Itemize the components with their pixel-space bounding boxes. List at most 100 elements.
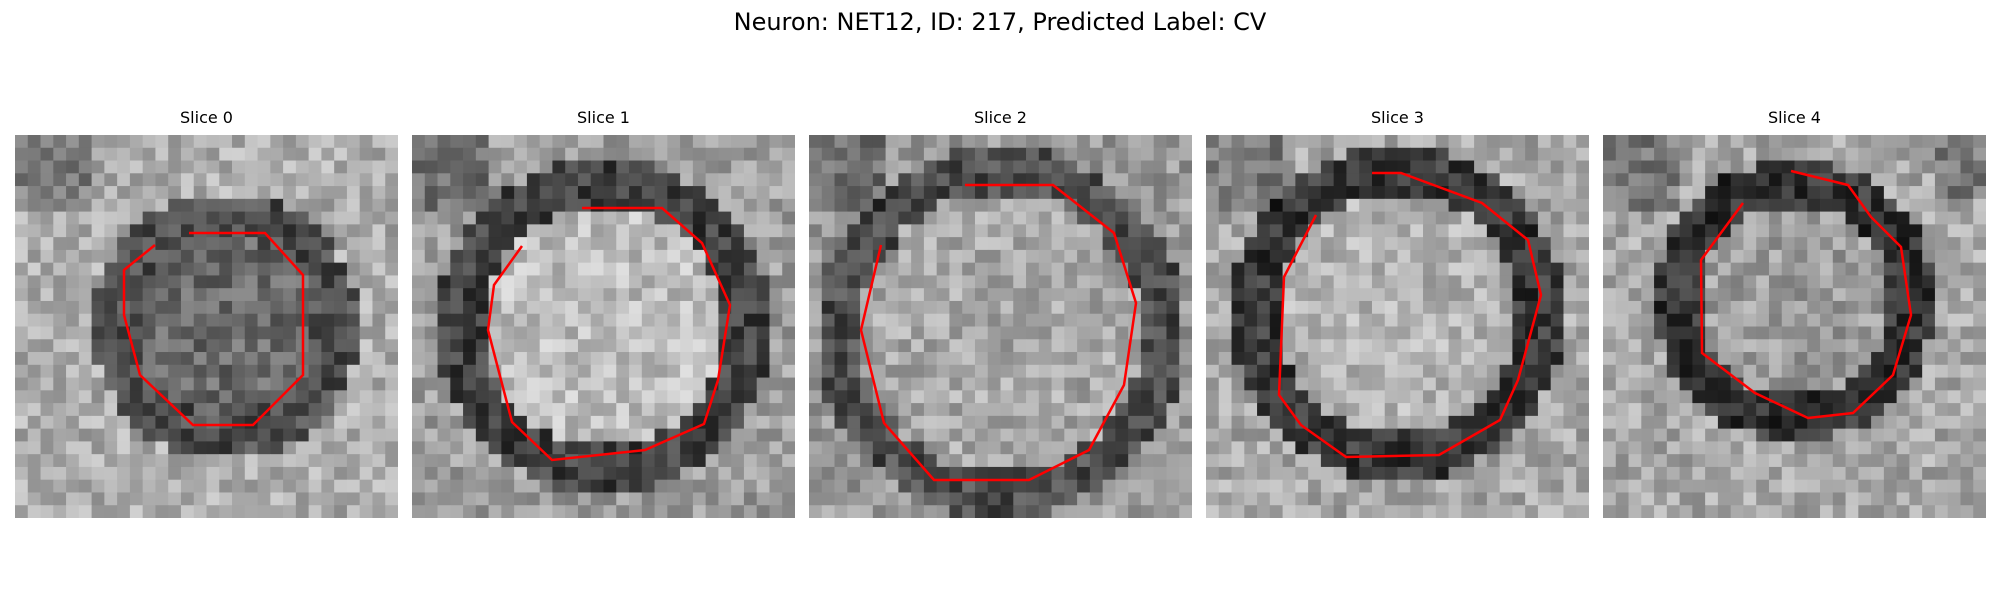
image-pixel: [1257, 147, 1271, 161]
image-pixel: [834, 275, 848, 289]
image-pixel: [1295, 428, 1309, 442]
image-pixel: [1269, 415, 1283, 430]
image-pixel: [692, 186, 707, 200]
image-pixel: [463, 249, 477, 264]
image-pixel: [911, 300, 925, 315]
image-pixel: [129, 186, 144, 200]
image-pixel: [1832, 147, 1846, 161]
image-pixel: [1359, 300, 1373, 315]
image-pixel: [680, 377, 694, 391]
image-pixel: [821, 135, 835, 149]
image-pixel: [1909, 275, 1923, 289]
image-pixel: [372, 403, 386, 417]
image-pixel: [475, 364, 489, 378]
image-pixel: [475, 300, 489, 315]
image-pixel: [1768, 288, 1783, 302]
image-pixel: [1654, 505, 1668, 518]
slice-title-1: Slice 1: [577, 108, 630, 127]
image-pixel: [1206, 326, 1220, 340]
image-pixel: [283, 300, 297, 315]
image-pixel: [974, 275, 989, 289]
image-pixel: [1166, 479, 1180, 493]
image-pixel: [1615, 479, 1629, 493]
image-pixel: [53, 275, 67, 289]
image-pixel: [782, 339, 795, 353]
image-pixel: [1206, 275, 1220, 289]
image-pixel: [1410, 224, 1424, 238]
image-pixel: [667, 249, 681, 264]
image-pixel: [1435, 173, 1449, 187]
image-pixel: [1269, 479, 1283, 493]
image-pixel: [1206, 415, 1220, 430]
image-pixel: [142, 224, 156, 238]
image-pixel: [1077, 173, 1091, 187]
image-pixel: [1359, 275, 1373, 289]
image-pixel: [1013, 211, 1027, 225]
image-pixel: [1615, 313, 1629, 327]
image-pixel: [206, 147, 220, 161]
image-pixel: [1654, 428, 1668, 442]
image-pixel: [1244, 505, 1258, 518]
image-pixel: [629, 135, 643, 149]
image-pixel: [1269, 224, 1283, 238]
image-pixel: [1410, 505, 1424, 518]
image-pixel: [526, 352, 541, 366]
image-pixel: [1474, 249, 1488, 264]
image-pixel: [53, 326, 67, 340]
image-pixel: [385, 135, 398, 149]
image-pixel: [40, 211, 54, 225]
image-pixel: [923, 326, 938, 340]
image-pixel: [129, 198, 144, 212]
image-pixel: [1781, 364, 1795, 378]
image-pixel: [129, 262, 144, 276]
image-pixel: [1883, 326, 1898, 340]
image-pixel: [1384, 377, 1398, 391]
image-pixel: [1692, 211, 1706, 225]
image-pixel: [782, 313, 795, 327]
image-pixel: [359, 390, 373, 404]
image-pixel: [1448, 479, 1462, 493]
image-pixel: [1960, 454, 1974, 468]
image-pixel: [923, 390, 938, 404]
image-pixel: [1499, 415, 1513, 430]
image-pixel: [1692, 326, 1706, 340]
image-pixel: [1102, 135, 1116, 149]
image-pixel: [1486, 300, 1501, 315]
image-pixel: [1333, 275, 1347, 289]
image-pixel: [91, 173, 105, 187]
image-pixel: [346, 479, 361, 493]
image-pixel: [346, 390, 361, 404]
image-pixel: [1346, 160, 1360, 174]
image-pixel: [412, 441, 426, 455]
image-pixel: [1397, 186, 1411, 200]
image-pixel: [359, 275, 373, 289]
image-pixel: [692, 454, 707, 468]
image-pixel: [949, 326, 963, 340]
image-pixel: [923, 377, 938, 391]
image-pixel: [1871, 186, 1885, 200]
image-pixel: [1576, 390, 1589, 404]
image-pixel: [1781, 415, 1795, 430]
image-pixel: [1410, 249, 1424, 264]
image-pixel: [78, 479, 92, 493]
image-pixel: [206, 173, 220, 187]
image-pixel: [1794, 173, 1808, 187]
image-pixel: [1474, 211, 1488, 225]
image-pixel: [295, 147, 310, 161]
image-pixel: [180, 339, 195, 353]
image-pixel: [1756, 441, 1770, 455]
image-pixel: [987, 275, 1001, 289]
image-pixel: [962, 339, 976, 353]
image-pixel: [1922, 275, 1936, 289]
image-pixel: [1883, 135, 1898, 149]
image-pixel: [821, 390, 835, 404]
image-pixel: [1832, 275, 1846, 289]
image-pixel: [1730, 160, 1744, 174]
image-pixel: [565, 198, 579, 212]
image-pixel: [117, 403, 131, 417]
image-pixel: [27, 249, 41, 264]
image-pixel: [692, 428, 707, 442]
image-pixel: [1807, 198, 1821, 212]
image-pixel: [1474, 352, 1488, 366]
image-pixel: [180, 326, 195, 340]
